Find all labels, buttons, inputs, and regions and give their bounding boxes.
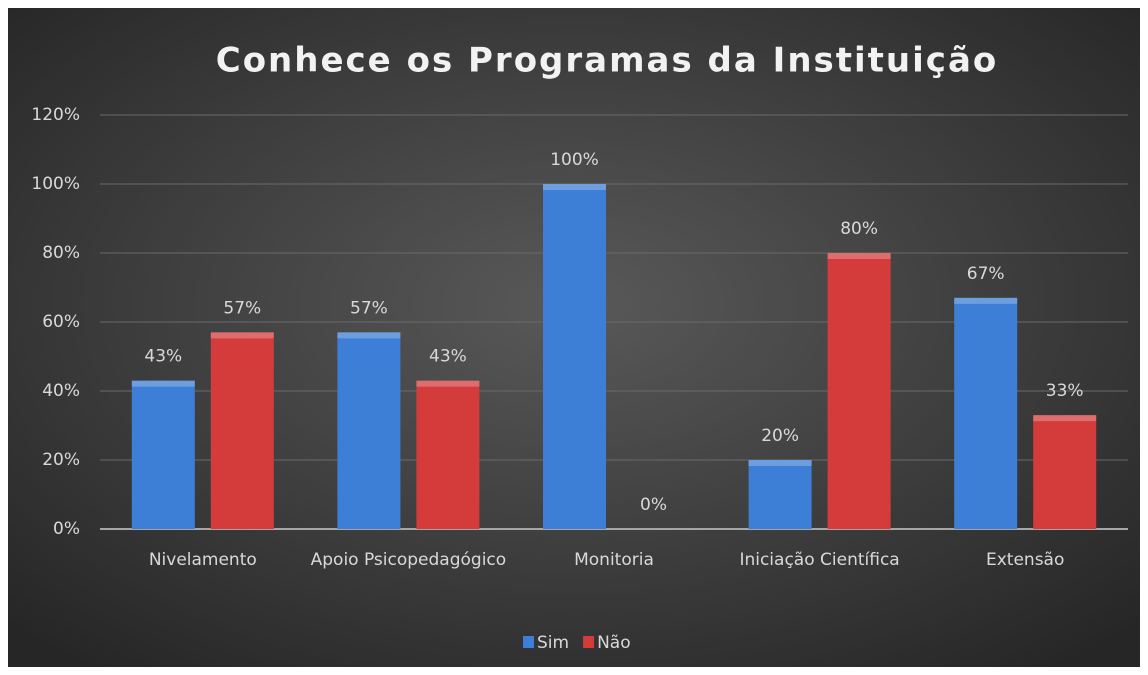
bar-cap (827, 253, 891, 259)
y-tick-label: 120% (31, 105, 80, 125)
x-tick-label: Nivelamento (149, 550, 257, 570)
bar-cap (748, 460, 812, 466)
legend-swatch (523, 636, 534, 648)
bar-cap (543, 184, 606, 190)
data-label: 43% (144, 347, 182, 367)
bar (543, 184, 606, 529)
bar-cap (416, 380, 480, 387)
bar (337, 332, 401, 529)
bar (748, 460, 812, 529)
y-tick-label: 100% (31, 174, 80, 194)
bar-cap (954, 297, 1018, 304)
x-tick-label: Apoio Psicopedagógico (311, 550, 507, 570)
data-label: 67% (967, 264, 1005, 284)
x-tick-label: Iniciação Científica (739, 550, 899, 570)
data-label: 57% (350, 298, 388, 318)
legend-label: Sim (537, 633, 569, 653)
y-tick-label: 40% (42, 381, 80, 401)
bar-cap (210, 332, 274, 339)
x-tick-label: Extensão (986, 550, 1064, 570)
data-label: 20% (761, 426, 799, 446)
data-label: 43% (429, 347, 467, 367)
data-label: 80% (840, 219, 878, 239)
data-label: 100% (550, 150, 599, 170)
bar (827, 253, 891, 529)
y-tick-label: 0% (53, 519, 80, 539)
chart-title: Conhece os Programas da Instituição (216, 41, 999, 81)
bar-cap (337, 332, 401, 339)
x-tick-label: Monitoria (574, 550, 654, 570)
bar (954, 297, 1018, 529)
legend-label: Não (597, 633, 631, 653)
y-tick-label: 80% (42, 243, 80, 263)
data-label: 0% (640, 495, 667, 515)
bar (131, 380, 195, 529)
bar (416, 380, 480, 529)
y-tick-label: 60% (42, 312, 80, 332)
bar-cap (1033, 415, 1097, 422)
bar (1033, 415, 1097, 529)
bar (210, 332, 274, 529)
legend-swatch (583, 636, 595, 648)
bar-cap (131, 380, 195, 387)
data-label: 57% (223, 298, 261, 318)
y-tick-label: 20% (42, 450, 80, 470)
data-label: 33% (1046, 381, 1084, 401)
